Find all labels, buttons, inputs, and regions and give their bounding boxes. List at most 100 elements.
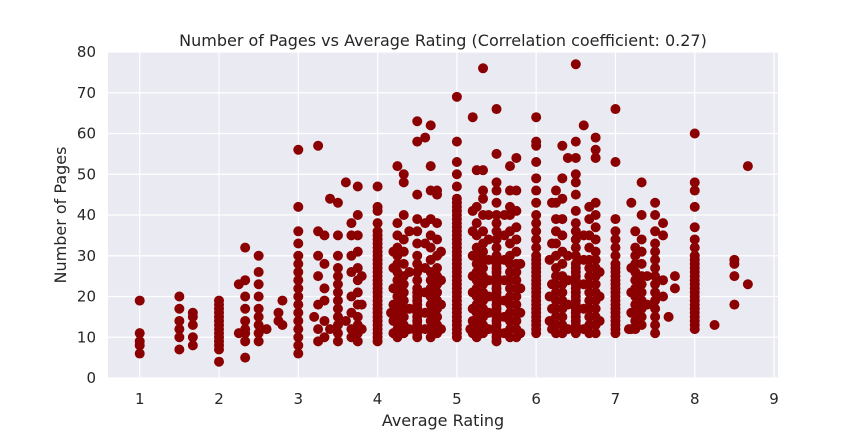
data-point	[729, 299, 740, 310]
data-point	[491, 185, 502, 196]
data-point	[650, 328, 661, 339]
data-point	[471, 201, 482, 212]
data-point	[332, 311, 343, 322]
data-point	[570, 234, 581, 245]
data-point	[689, 201, 700, 212]
data-point	[610, 258, 621, 269]
data-point	[332, 197, 343, 208]
data-point	[404, 226, 415, 237]
data-point	[729, 254, 740, 265]
data-point	[650, 254, 661, 265]
data-point	[650, 295, 661, 306]
data-point	[590, 197, 601, 208]
data-point	[491, 218, 502, 229]
data-point	[293, 238, 304, 249]
data-point	[642, 271, 653, 282]
data-point	[610, 104, 621, 115]
data-point	[352, 336, 363, 347]
data-point	[531, 112, 542, 123]
data-point	[436, 275, 447, 286]
data-point	[557, 287, 568, 298]
data-point	[630, 226, 641, 237]
data-point	[313, 271, 324, 282]
data-point	[240, 315, 251, 326]
data-point	[325, 193, 336, 204]
data-point	[404, 303, 415, 314]
data-point	[372, 218, 383, 229]
data-point	[398, 169, 409, 180]
data-point	[658, 275, 669, 286]
data-point	[511, 222, 522, 233]
data-point	[425, 242, 436, 253]
x-tick-label: 6	[531, 390, 541, 408]
data-point	[412, 189, 423, 200]
data-point	[483, 234, 494, 245]
data-point	[412, 238, 423, 249]
data-point	[650, 279, 661, 290]
data-point	[650, 197, 661, 208]
data-point	[319, 295, 330, 306]
data-point	[332, 271, 343, 282]
data-point	[570, 169, 581, 180]
data-point	[478, 246, 489, 257]
data-point	[293, 299, 304, 310]
data-point	[663, 311, 674, 322]
data-point	[293, 315, 304, 326]
data-point	[636, 210, 647, 220]
data-point	[432, 234, 443, 245]
data-point	[709, 320, 720, 331]
data-point	[570, 258, 581, 269]
data-point	[398, 246, 409, 257]
data-point	[531, 218, 542, 229]
data-point	[372, 226, 383, 237]
data-point	[478, 185, 489, 196]
data-point	[277, 295, 288, 306]
data-point	[594, 267, 605, 278]
data-point	[491, 226, 502, 237]
data-point	[570, 152, 581, 163]
data-point	[253, 279, 264, 290]
y-tick-label: 50	[77, 165, 96, 183]
data-point	[689, 128, 700, 139]
x-tick-label: 1	[135, 390, 145, 408]
data-point	[436, 299, 447, 310]
data-point	[332, 279, 343, 290]
data-point	[332, 328, 343, 339]
data-point	[636, 287, 647, 298]
data-point	[412, 136, 423, 147]
data-point	[562, 324, 573, 335]
data-point	[253, 267, 264, 278]
data-point	[398, 177, 409, 188]
data-point	[293, 324, 304, 335]
data-point	[478, 63, 489, 74]
data-point	[451, 136, 462, 147]
data-point	[293, 307, 304, 318]
data-point	[240, 275, 251, 286]
data-point	[590, 144, 601, 155]
data-point	[491, 250, 502, 261]
data-point	[557, 311, 568, 322]
data-point	[610, 242, 621, 253]
data-point	[689, 250, 700, 261]
data-point	[134, 328, 145, 339]
data-point	[515, 328, 526, 339]
data-point	[478, 165, 489, 176]
data-point	[626, 197, 637, 208]
data-point	[491, 177, 502, 188]
data-point	[214, 295, 225, 306]
data-point	[590, 222, 601, 233]
data-point	[277, 320, 288, 331]
data-point	[187, 332, 198, 343]
data-point	[392, 161, 403, 172]
data-point	[398, 258, 409, 269]
data-point	[590, 132, 601, 143]
data-point	[610, 250, 621, 261]
data-point	[531, 173, 542, 184]
data-point	[293, 348, 304, 359]
data-point	[293, 291, 304, 302]
data-point	[174, 303, 185, 314]
data-point	[332, 295, 343, 306]
data-point	[557, 214, 568, 225]
data-point	[398, 311, 409, 322]
